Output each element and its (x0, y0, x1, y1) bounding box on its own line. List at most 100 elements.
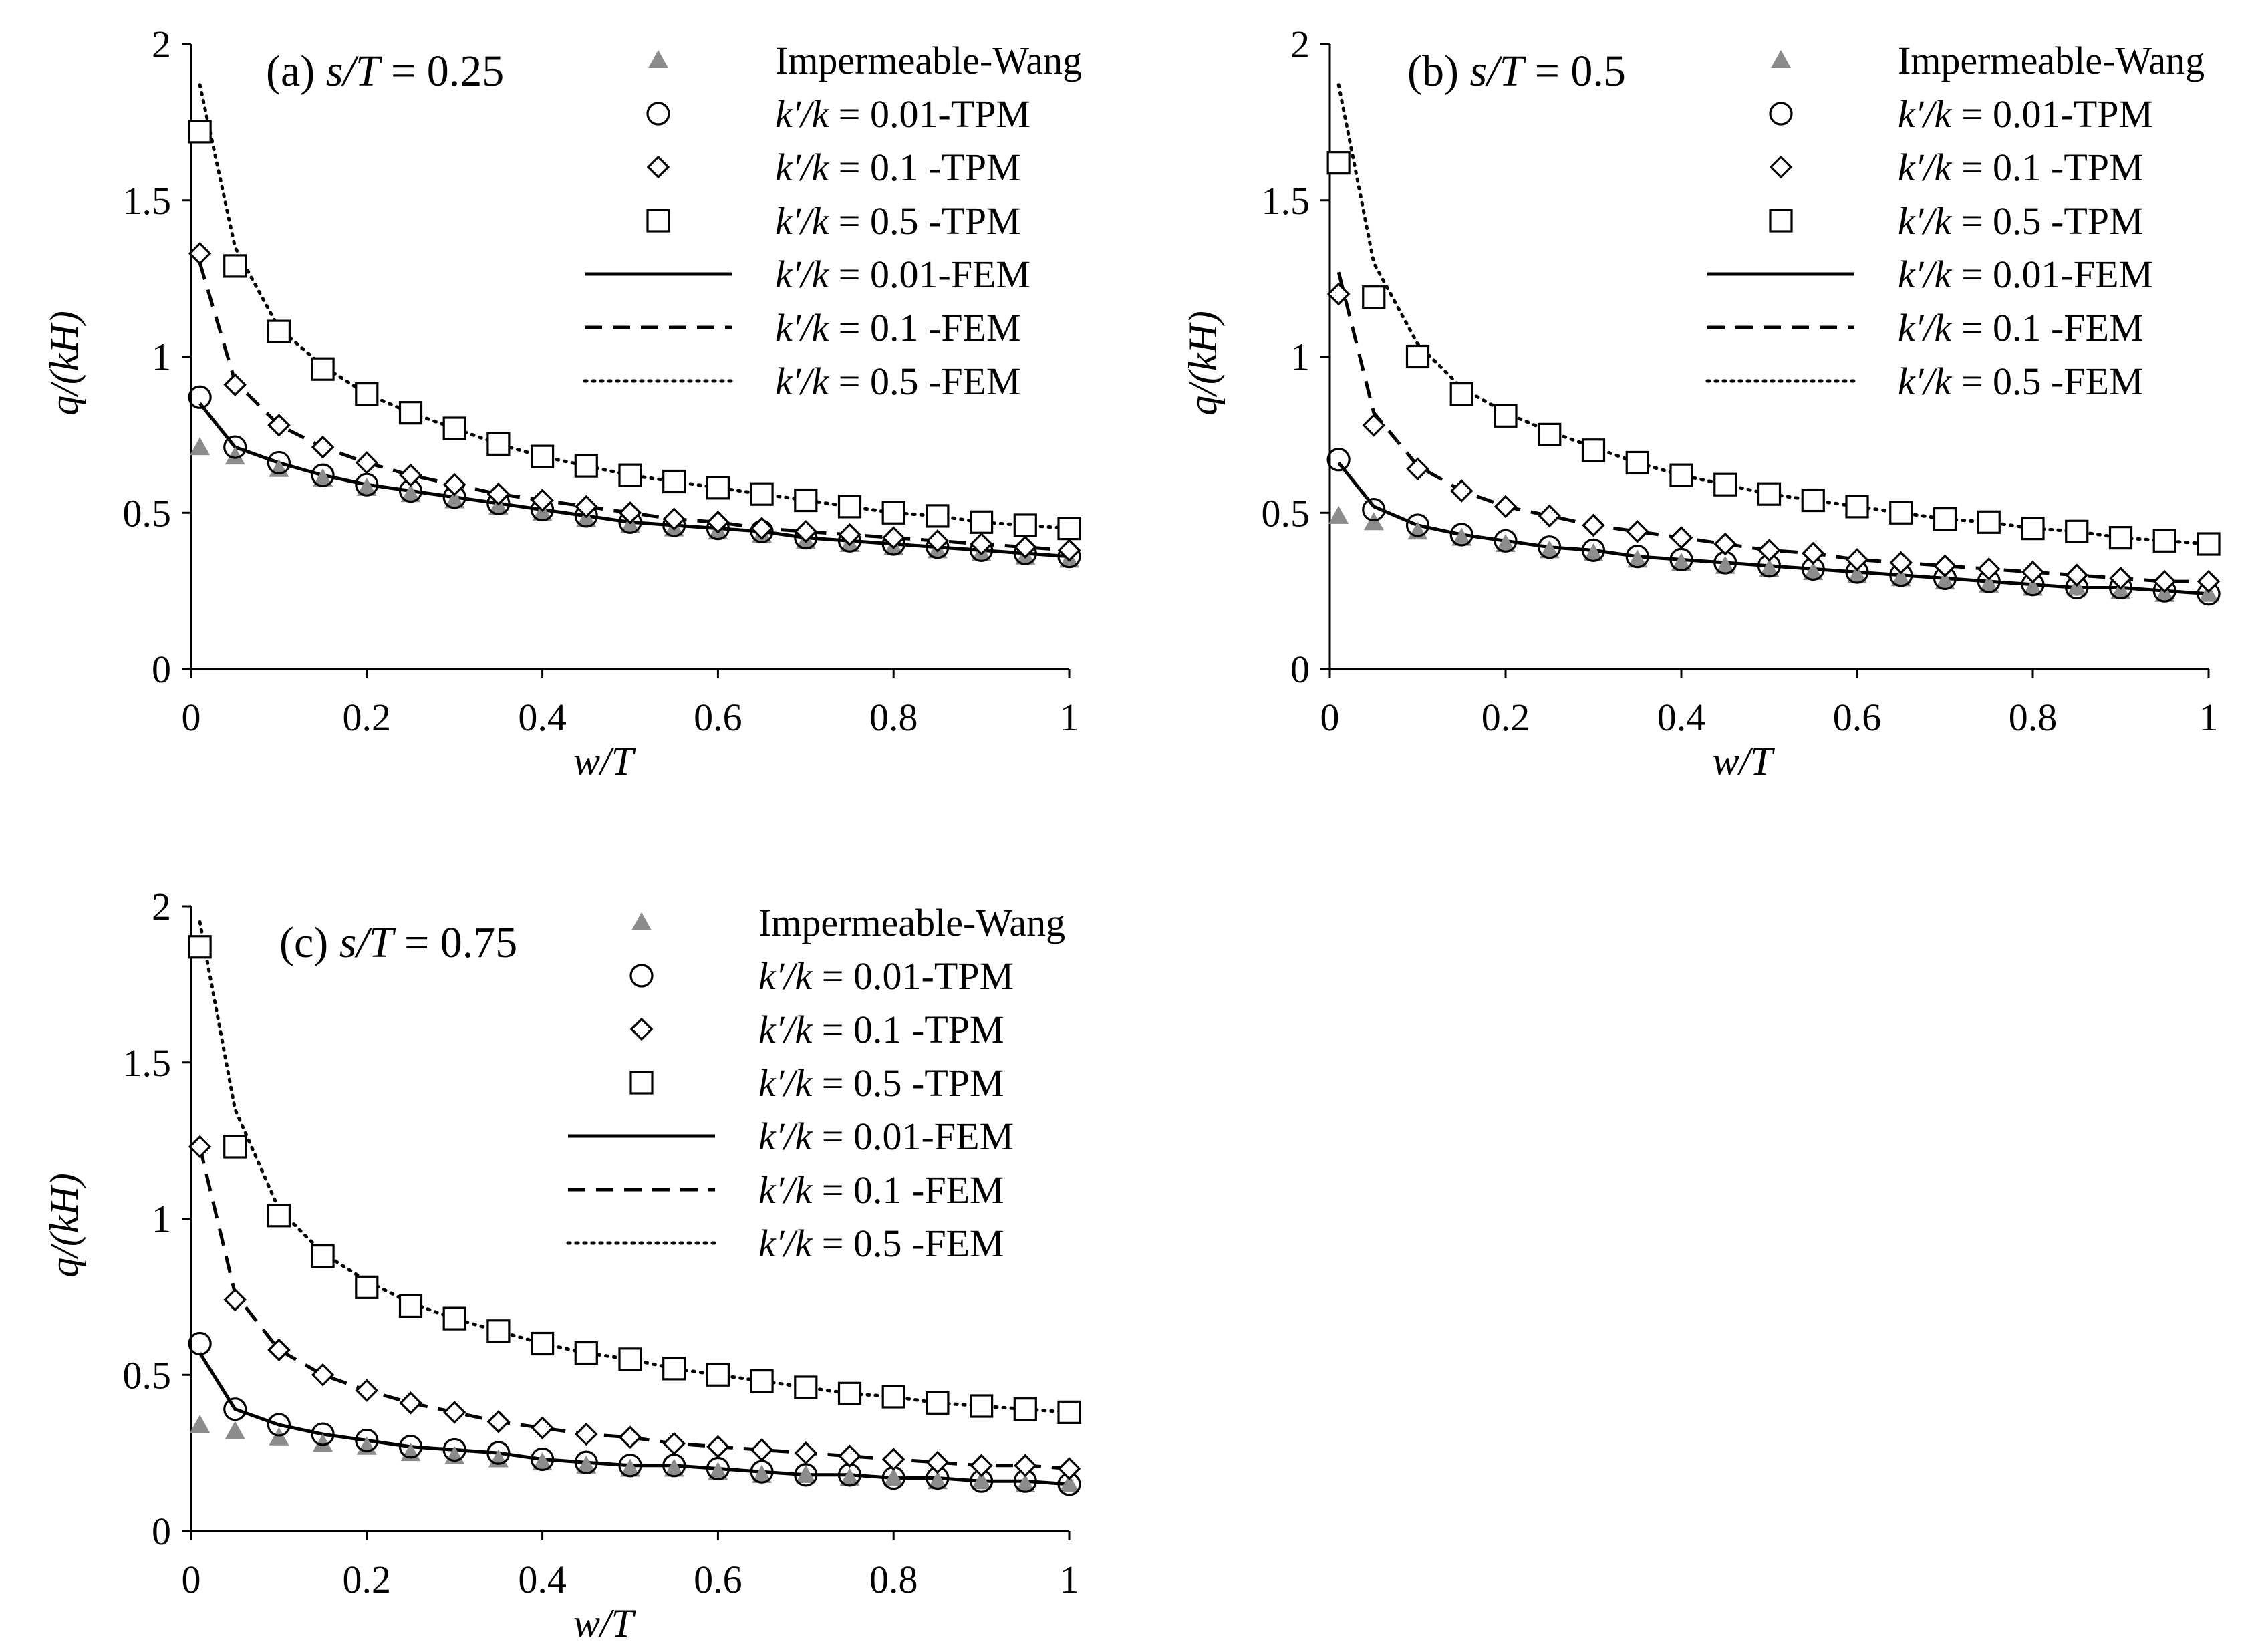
data-point-diamond (486, 1410, 511, 1433)
legend-entry: k′/k = 0.5 -FEM (775, 360, 1021, 403)
legend-entry: k′/k = 0.1 -TPM (1898, 146, 2144, 189)
x-axis-label: w/T (573, 1601, 636, 1645)
data-point-square (1845, 495, 1869, 519)
x-tick-label: 1 (2199, 696, 2219, 739)
panel-title-label: (b) (1407, 47, 1459, 96)
x-tick-label: 0.4 (518, 1558, 567, 1601)
data-point-diamond (750, 1438, 774, 1462)
data-point-circle (530, 1447, 555, 1472)
data-point-diamond (188, 1135, 212, 1159)
data-point-triangle (1935, 571, 1955, 590)
legend-entry: k′/k = 0.1 -FEM (758, 1168, 1004, 1212)
x-tick-label: 0.6 (694, 1558, 742, 1601)
data-point-square (706, 476, 730, 500)
data-point-diamond (531, 1416, 554, 1439)
legend-entry-variable: k′/k (758, 1008, 813, 1051)
x-tick-label: 0.8 (869, 696, 918, 739)
data-point-square (794, 488, 818, 513)
x-tick-label: 0.2 (343, 1558, 392, 1601)
data-point-square (398, 1294, 423, 1319)
legend-symbol-square (1769, 209, 1793, 233)
legend-entry: k′/k = 0.5 -TPM (1898, 199, 2144, 243)
panel-title: (c) s/T = 0.75 (279, 918, 517, 967)
data-point-diamond (399, 1391, 422, 1415)
data-point-triangle (1583, 543, 1604, 562)
data-point-diamond (881, 1448, 905, 1471)
data-point-diamond (1057, 539, 1081, 562)
legend-symbol-diamond (646, 155, 670, 179)
data-point-triangle (620, 1458, 640, 1477)
data-point-square (1449, 382, 1473, 406)
data-point-triangle (1671, 553, 1691, 571)
x-axis-label: w/T (1712, 739, 1775, 783)
legend-entry-label: = 0.1 -FEM (1951, 306, 2143, 350)
legend-symbol-triangle (1771, 50, 1791, 68)
legend-entry: k′/k = 0.01-TPM (758, 954, 1014, 998)
x-tick-label: 0.2 (343, 696, 392, 739)
data-point-diamond (1362, 414, 1386, 437)
legend-entry-label: = 0.01-TPM (812, 954, 1014, 998)
y-tick-label: 0.5 (1262, 491, 1310, 535)
data-point-circle (1538, 535, 1562, 559)
data-point-diamond (662, 507, 686, 531)
panel-title-variable: s/T (1469, 47, 1526, 96)
data-point-circle (1449, 523, 1473, 547)
data-point-diamond (838, 1444, 861, 1468)
data-point-square (311, 357, 335, 381)
legend-entry: k′/k = 0.5 -FEM (758, 1222, 1004, 1265)
data-point-diamond (1582, 513, 1605, 537)
data-point-square (1757, 482, 1782, 506)
data-point-square (530, 444, 555, 468)
data-point-circle (1625, 545, 1649, 569)
data-point-square (1326, 151, 1351, 175)
data-point-square (618, 1347, 642, 1371)
data-point-triangle (225, 446, 245, 465)
data-point-square (926, 1391, 950, 1415)
data-point-diamond (1669, 526, 1693, 549)
panel-title-space (394, 918, 405, 967)
data-point-diamond (970, 1454, 993, 1478)
x-tick-label: 0.8 (2009, 696, 2058, 739)
data-point-circle (442, 1437, 466, 1462)
legend-entry-variable: k′/k (1898, 253, 1953, 296)
y-tick-label: 0.5 (123, 491, 172, 535)
legend-symbol-circle (629, 964, 654, 988)
data-point-diamond (881, 526, 905, 549)
legend-entry-label: = 0.01-FEM (1951, 253, 2153, 296)
x-tick-label: 0.8 (869, 1558, 918, 1601)
data-point-triangle (190, 437, 210, 456)
y-tick-label: 1 (1290, 335, 1310, 379)
data-point-triangle (1890, 568, 1911, 587)
legend-entry-label: = 0.5 -FEM (1951, 360, 2143, 403)
legend-entry-label: = 0.1 -TPM (829, 146, 1020, 189)
data-point-square (1057, 517, 1081, 541)
data-point-square (662, 1357, 686, 1381)
data-point-square (1494, 404, 1518, 428)
data-point-square (926, 504, 950, 528)
legend-entry: k′/k = 0.5 -TPM (775, 199, 1021, 243)
data-point-circle (398, 1435, 423, 1459)
legend-entry-variable: k′/k (775, 146, 830, 189)
legend-entry-label: = 0.01-FEM (812, 1115, 1014, 1158)
data-point-diamond (311, 1363, 335, 1387)
data-point-square (750, 482, 774, 506)
legend-entry: k′/k = 0.01-FEM (1898, 253, 2153, 296)
data-point-triangle (1847, 565, 1867, 583)
legend-entry: k′/k = 0.1 -TPM (758, 1008, 1004, 1051)
data-point-square (267, 1204, 291, 1228)
legend-entry-variable: k′/k (758, 1222, 813, 1265)
data-point-diamond (442, 472, 466, 497)
panel-title-variable: s/T (339, 918, 396, 967)
data-point-diamond (1933, 554, 1957, 577)
data-point-triangle (795, 1464, 816, 1483)
data-point-square (530, 1331, 555, 1356)
legend-entry-label: = 0.5 -TPM (1951, 199, 2143, 243)
data-point-square (837, 495, 862, 519)
data-point-square (574, 454, 598, 478)
data-point-diamond (1538, 504, 1562, 528)
data-point-diamond (267, 414, 291, 437)
data-point-square (1057, 1400, 1081, 1424)
data-point-diamond (355, 451, 379, 474)
data-point-square (2021, 517, 2045, 541)
data-point-square (1405, 344, 1430, 369)
